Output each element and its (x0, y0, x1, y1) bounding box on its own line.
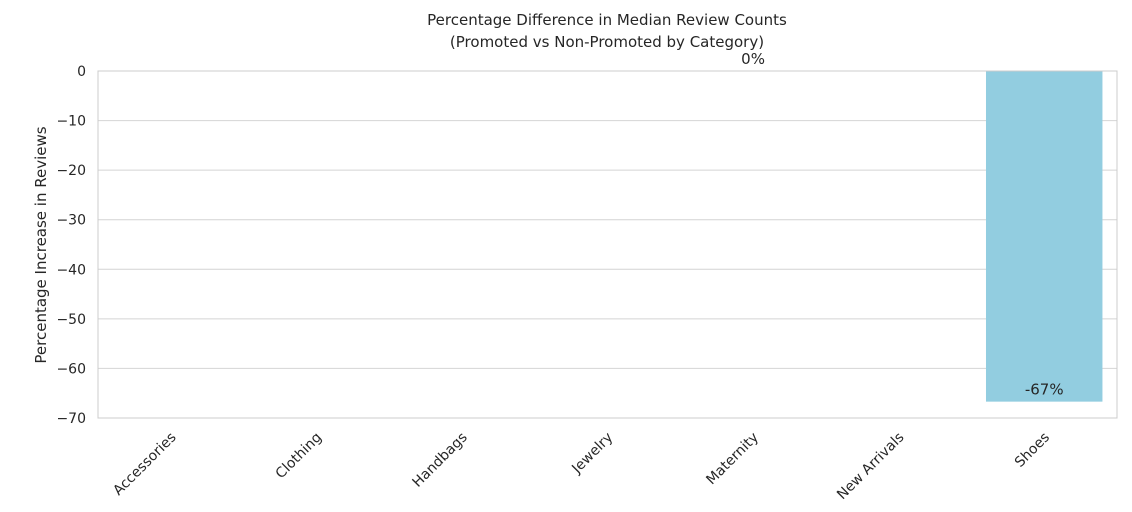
x-tick-label: Shoes (1012, 430, 1053, 471)
x-tick-label: Jewelry (568, 430, 616, 478)
x-tick-label: Accessories (110, 430, 179, 499)
bar-shoes (985, 71, 1103, 402)
y-tick-label: −30 (56, 213, 86, 229)
bar-value-label: -67% (1025, 381, 1064, 399)
x-tick-label: Clothing (273, 430, 326, 483)
y-tick-label: −10 (56, 114, 86, 130)
x-tick-label: New Arrivals (834, 430, 907, 503)
bars (985, 71, 1103, 402)
plot-frame (97, 70, 1118, 419)
y-tick-label: −70 (56, 411, 86, 427)
chart-title: Percentage Difference in Median Review C… (427, 11, 787, 29)
x-axis-ticks: Accessories Clothing Handbags Jewelry Matern… (110, 430, 1053, 503)
y-axis-ticks: 0 −10 −20 −30 −40 −50 −60 −70 (56, 64, 86, 427)
gridlines (98, 70, 1117, 419)
x-tick-label: Handbags (410, 430, 471, 491)
y-tick-label: 0 (77, 64, 86, 80)
y-tick-label: −50 (56, 312, 86, 328)
bar-annotations: 0% -67% (741, 50, 1063, 399)
y-tick-label: −60 (56, 361, 86, 377)
y-tick-label: −40 (56, 262, 86, 278)
y-axis-label: Percentage Increase in Reviews (32, 126, 50, 363)
x-tick-label: Maternity (703, 430, 762, 489)
y-tick-label: −20 (56, 163, 86, 179)
chart-subtitle: (Promoted vs Non-Promoted by Category) (450, 33, 764, 51)
bar-value-label: 0% (741, 50, 765, 68)
